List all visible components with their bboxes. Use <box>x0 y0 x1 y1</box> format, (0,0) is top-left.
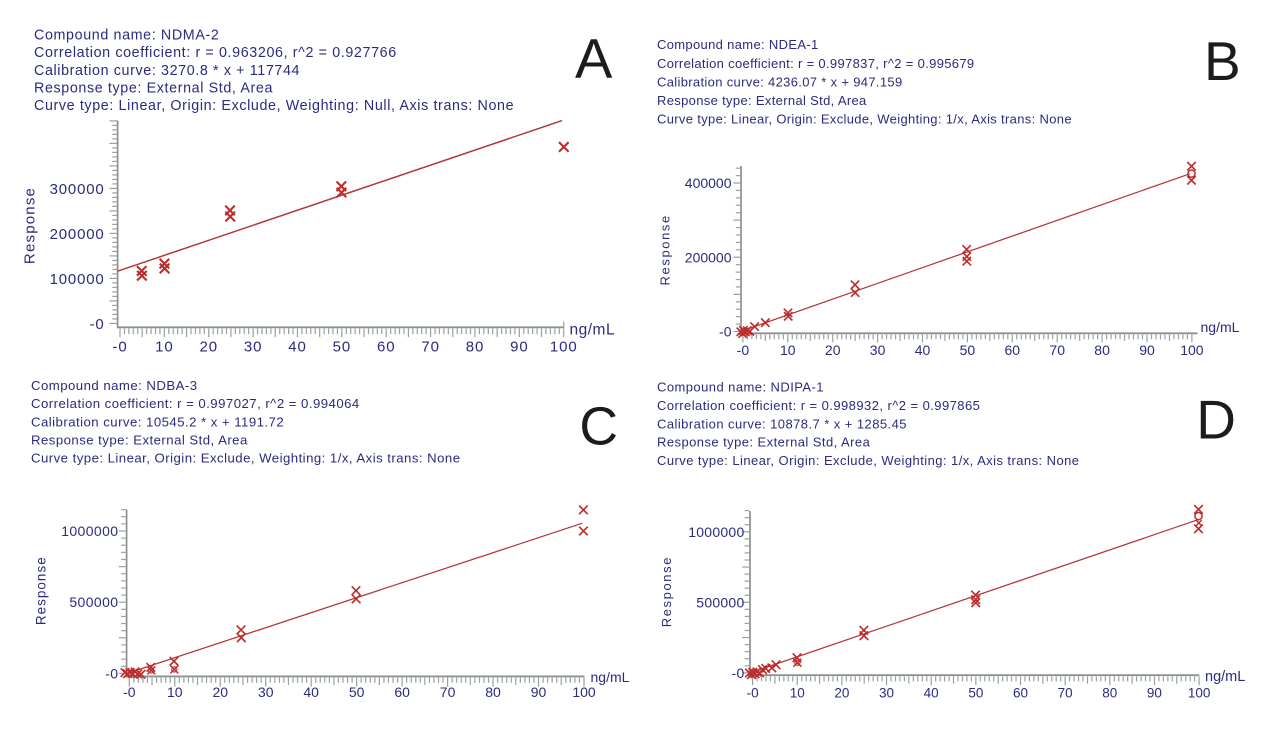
svg-text:70: 70 <box>421 338 440 355</box>
svg-text:40: 40 <box>303 684 319 700</box>
svg-text:Compound name: NDMA-2: Compound name: NDMA-2 <box>34 27 219 43</box>
svg-text:30: 30 <box>870 342 886 358</box>
svg-text:Curve type: Linear, Origin: Ex: Curve type: Linear, Origin: Exclude, Wei… <box>657 112 1072 127</box>
svg-text:200000: 200000 <box>685 249 732 265</box>
svg-text:-0: -0 <box>105 665 118 681</box>
svg-text:100: 100 <box>550 338 578 355</box>
svg-text:1000000: 1000000 <box>688 524 744 540</box>
svg-text:100: 100 <box>572 684 596 700</box>
svg-text:Compound name: NDEA-1: Compound name: NDEA-1 <box>657 37 819 52</box>
svg-text:10: 10 <box>780 342 796 358</box>
svg-text:90: 90 <box>1139 342 1155 358</box>
svg-text:10: 10 <box>167 684 183 700</box>
svg-text:Curve type: Linear, Origin: Ex: Curve type: Linear, Origin: Exclude, Wei… <box>34 98 514 114</box>
svg-text:10: 10 <box>790 686 805 701</box>
svg-text:-0: -0 <box>90 316 105 333</box>
svg-text:90: 90 <box>531 684 547 700</box>
svg-text:50: 50 <box>968 686 983 701</box>
svg-text:80: 80 <box>485 684 501 700</box>
svg-text:Calibration curve: 10878.7 * x: Calibration curve: 10878.7 * x + 1285.45 <box>657 416 907 431</box>
svg-text:Calibration curve: 10545.2 * x: Calibration curve: 10545.2 * x + 1191.72 <box>31 414 284 429</box>
svg-text:50: 50 <box>960 342 976 358</box>
svg-text:20: 20 <box>199 338 218 355</box>
svg-text:Response type: External Std, A: Response type: External Std, Area <box>657 93 867 108</box>
svg-text:-0: -0 <box>719 324 732 340</box>
svg-text:Response: Response <box>22 187 39 264</box>
svg-text:40: 40 <box>915 342 931 358</box>
svg-text:400000: 400000 <box>685 175 732 191</box>
svg-text:C: C <box>579 398 618 457</box>
svg-text:80: 80 <box>1102 686 1117 701</box>
svg-text:Correlation coefficient: r = 0: Correlation coefficient: r = 0.997837, r… <box>657 56 975 71</box>
svg-text:Compound name: NDIPA-1: Compound name: NDIPA-1 <box>657 380 824 395</box>
svg-text:Response type: External Std, A: Response type: External Std, Area <box>34 81 273 97</box>
svg-text:Response: Response <box>659 556 674 627</box>
svg-text:20: 20 <box>834 686 849 701</box>
svg-text:30: 30 <box>258 684 274 700</box>
svg-text:500000: 500000 <box>69 594 118 610</box>
svg-text:ng/mL: ng/mL <box>1201 319 1240 335</box>
svg-text:ng/mL: ng/mL <box>570 321 616 338</box>
svg-text:60: 60 <box>394 684 410 700</box>
svg-text:Calibration curve: 4236.07 * x: Calibration curve: 4236.07 * x + 947.159 <box>657 74 903 89</box>
svg-text:Curve type: Linear, Origin: Ex: Curve type: Linear, Origin: Exclude, Wei… <box>31 451 461 466</box>
svg-text:80: 80 <box>1094 342 1110 358</box>
svg-text:-0: -0 <box>737 342 750 358</box>
svg-text:-0: -0 <box>112 338 127 355</box>
svg-text:1000000: 1000000 <box>61 523 118 539</box>
svg-text:-0: -0 <box>123 684 136 700</box>
svg-text:300000: 300000 <box>50 181 105 198</box>
svg-text:A: A <box>575 27 613 90</box>
svg-text:90: 90 <box>1147 686 1162 701</box>
svg-text:50: 50 <box>333 338 352 355</box>
svg-text:100000: 100000 <box>50 271 105 288</box>
svg-text:-0: -0 <box>732 665 745 681</box>
svg-text:30: 30 <box>244 338 263 355</box>
svg-text:80: 80 <box>466 338 485 355</box>
svg-text:60: 60 <box>377 338 396 355</box>
svg-text:Compound name: NDBA-3: Compound name: NDBA-3 <box>31 378 198 393</box>
svg-text:Correlation coefficient: r = 0: Correlation coefficient: r = 0.963206, r… <box>34 45 397 61</box>
svg-text:30: 30 <box>879 686 894 701</box>
svg-text:100: 100 <box>1180 342 1204 358</box>
svg-text:Correlation coefficient: r = 0: Correlation coefficient: r = 0.997027, r… <box>31 396 360 411</box>
svg-text:Response: Response <box>34 556 49 625</box>
svg-text:Correlation coefficient: r = 0: Correlation coefficient: r = 0.998932, r… <box>657 398 980 413</box>
svg-text:20: 20 <box>825 342 841 358</box>
svg-text:60: 60 <box>1005 342 1021 358</box>
svg-text:90: 90 <box>510 338 529 355</box>
svg-text:ng/mL: ng/mL <box>1205 669 1245 685</box>
svg-text:Curve type: Linear, Origin: Ex: Curve type: Linear, Origin: Exclude, Wei… <box>657 453 1079 468</box>
svg-text:Calibration curve: 3270.8 * x: Calibration curve: 3270.8 * x + 117744 <box>34 63 300 79</box>
svg-text:Response type: External Std, A: Response type: External Std, Area <box>31 433 248 448</box>
svg-text:20: 20 <box>212 684 228 700</box>
svg-text:ng/mL: ng/mL <box>591 669 630 685</box>
svg-text:-0: -0 <box>747 686 759 701</box>
svg-text:B: B <box>1204 30 1241 92</box>
svg-text:40: 40 <box>924 686 939 701</box>
svg-text:500000: 500000 <box>696 594 744 610</box>
svg-text:10: 10 <box>155 338 174 355</box>
svg-text:70: 70 <box>1049 342 1065 358</box>
svg-text:70: 70 <box>440 684 456 700</box>
svg-text:Response type: External Std, A: Response type: External Std, Area <box>657 435 871 450</box>
svg-text:60: 60 <box>1013 686 1028 701</box>
svg-text:70: 70 <box>1058 686 1073 701</box>
svg-text:40: 40 <box>288 338 307 355</box>
svg-text:Response: Response <box>658 214 673 285</box>
svg-text:100: 100 <box>1188 686 1211 701</box>
svg-text:200000: 200000 <box>50 226 105 243</box>
svg-text:D: D <box>1196 389 1236 451</box>
svg-text:50: 50 <box>349 684 365 700</box>
